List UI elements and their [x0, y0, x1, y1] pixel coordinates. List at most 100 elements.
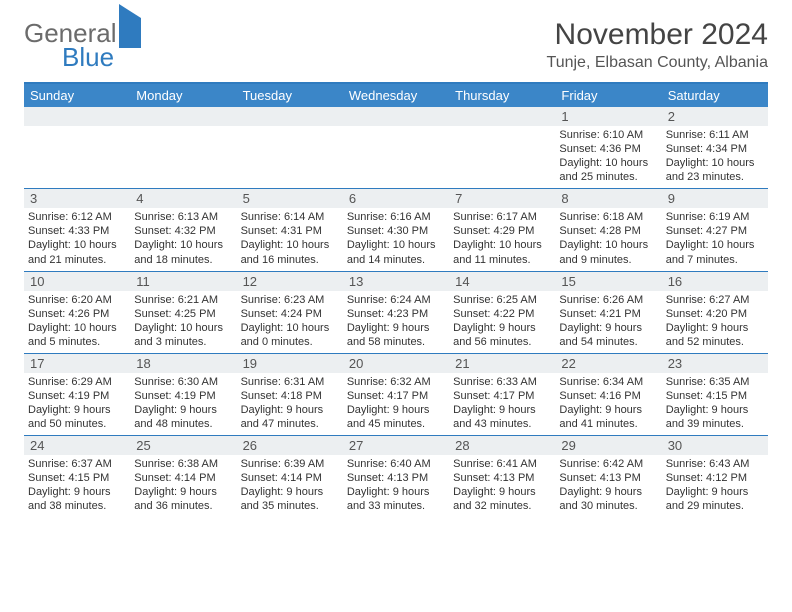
- day-number: 19: [237, 354, 343, 373]
- daylight-text: Daylight: 9 hours and 45 minutes.: [347, 403, 445, 431]
- sunrise-text: Sunrise: 6:13 AM: [134, 210, 232, 224]
- sunrise-text: Sunrise: 6:43 AM: [666, 457, 764, 471]
- daylight-text: Daylight: 10 hours and 16 minutes.: [241, 238, 339, 266]
- daylight-text: Daylight: 9 hours and 50 minutes.: [28, 403, 126, 431]
- day-cell: Sunrise: 6:38 AMSunset: 4:14 PMDaylight:…: [130, 455, 236, 517]
- day-cell: Sunrise: 6:26 AMSunset: 4:21 PMDaylight:…: [555, 291, 661, 353]
- sunset-text: Sunset: 4:28 PM: [559, 224, 657, 238]
- day-number: 11: [130, 272, 236, 291]
- day-cell: Sunrise: 6:17 AMSunset: 4:29 PMDaylight:…: [449, 208, 555, 270]
- weekday-label: Sunday: [24, 84, 130, 107]
- week-body-row: Sunrise: 6:29 AMSunset: 4:19 PMDaylight:…: [24, 373, 768, 435]
- weekday-label: Saturday: [662, 84, 768, 107]
- day-cell: Sunrise: 6:23 AMSunset: 4:24 PMDaylight:…: [237, 291, 343, 353]
- daylight-text: Daylight: 9 hours and 47 minutes.: [241, 403, 339, 431]
- sunrise-text: Sunrise: 6:35 AM: [666, 375, 764, 389]
- day-cell: Sunrise: 6:43 AMSunset: 4:12 PMDaylight:…: [662, 455, 768, 517]
- daylight-text: Daylight: 10 hours and 18 minutes.: [134, 238, 232, 266]
- day-number: 6: [343, 189, 449, 208]
- day-number: 10: [24, 272, 130, 291]
- sunset-text: Sunset: 4:21 PM: [559, 307, 657, 321]
- weekday-header: Sunday Monday Tuesday Wednesday Thursday…: [24, 84, 768, 107]
- sunrise-text: Sunrise: 6:24 AM: [347, 293, 445, 307]
- day-cell: Sunrise: 6:18 AMSunset: 4:28 PMDaylight:…: [555, 208, 661, 270]
- day-number: 24: [24, 436, 130, 455]
- sunrise-text: Sunrise: 6:41 AM: [453, 457, 551, 471]
- daylight-text: Daylight: 10 hours and 3 minutes.: [134, 321, 232, 349]
- day-cell: Sunrise: 6:11 AMSunset: 4:34 PMDaylight:…: [662, 126, 768, 188]
- day-cell: Sunrise: 6:16 AMSunset: 4:30 PMDaylight:…: [343, 208, 449, 270]
- day-number: 15: [555, 272, 661, 291]
- daylight-text: Daylight: 9 hours and 58 minutes.: [347, 321, 445, 349]
- day-cell: Sunrise: 6:13 AMSunset: 4:32 PMDaylight:…: [130, 208, 236, 270]
- sunset-text: Sunset: 4:13 PM: [347, 471, 445, 485]
- daylight-text: Daylight: 9 hours and 41 minutes.: [559, 403, 657, 431]
- sunset-text: Sunset: 4:16 PM: [559, 389, 657, 403]
- sunrise-text: Sunrise: 6:37 AM: [28, 457, 126, 471]
- daylight-text: Daylight: 9 hours and 29 minutes.: [666, 485, 764, 513]
- sunset-text: Sunset: 4:26 PM: [28, 307, 126, 321]
- sunset-text: Sunset: 4:32 PM: [134, 224, 232, 238]
- sunset-text: Sunset: 4:19 PM: [28, 389, 126, 403]
- sunrise-text: Sunrise: 6:10 AM: [559, 128, 657, 142]
- daylight-text: Daylight: 10 hours and 23 minutes.: [666, 156, 764, 184]
- sunrise-text: Sunrise: 6:40 AM: [347, 457, 445, 471]
- daynum-row: 10111213141516: [24, 271, 768, 291]
- week-body-row: Sunrise: 6:12 AMSunset: 4:33 PMDaylight:…: [24, 208, 768, 270]
- logo-text: General Blue: [24, 20, 141, 70]
- day-cell: Sunrise: 6:34 AMSunset: 4:16 PMDaylight:…: [555, 373, 661, 435]
- week-body-row: Sunrise: 6:37 AMSunset: 4:15 PM Daylight:…: [24, 455, 768, 517]
- sunset-text: Sunset: 4:17 PM: [453, 389, 551, 403]
- daylight-text: Daylight: 9 hours and 30 minutes.: [559, 485, 657, 513]
- day-number: 29: [555, 436, 661, 455]
- daylight-text: Daylight: 9 hours and 32 minutes.: [453, 485, 551, 513]
- sunrise-text: Sunrise: 6:27 AM: [666, 293, 764, 307]
- header: General Blue November 2024 Tunje, Elbasa…: [24, 18, 768, 72]
- sunrise-text: Sunrise: 6:19 AM: [666, 210, 764, 224]
- daylight-text: Daylight: 9 hours and 52 minutes.: [666, 321, 764, 349]
- day-cell: Sunrise: 6:21 AMSunset: 4:25 PMDaylight:…: [130, 291, 236, 353]
- day-cell: Sunrise: 6:32 AMSunset: 4:17 PMDaylight:…: [343, 373, 449, 435]
- weeks-container: 12Sunrise: 6:10 AMSunset: 4:36 PMDayligh…: [24, 107, 768, 518]
- sunset-text: Sunset: 4:17 PM: [347, 389, 445, 403]
- sunrise-text: Sunrise: 6:20 AM: [28, 293, 126, 307]
- day-cell: Sunrise: 6:31 AMSunset: 4:18 PMDaylight:…: [237, 373, 343, 435]
- weekday-label: Monday: [130, 84, 236, 107]
- day-number: 9: [662, 189, 768, 208]
- daylight-text: Daylight: 10 hours and 9 minutes.: [559, 238, 657, 266]
- sunset-text: Sunset: 4:15 PM: [28, 471, 126, 485]
- daynum-row: 3456789: [24, 188, 768, 208]
- daylight-text: Daylight: 10 hours and 14 minutes.: [347, 238, 445, 266]
- sunset-text: Sunset: 4:24 PM: [241, 307, 339, 321]
- sunrise-text: Sunrise: 6:33 AM: [453, 375, 551, 389]
- sunset-text: Sunset: 4:18 PM: [241, 389, 339, 403]
- day-cell: Sunrise: 6:25 AMSunset: 4:22 PMDaylight:…: [449, 291, 555, 353]
- day-cell: Sunrise: 6:33 AMSunset: 4:17 PMDaylight:…: [449, 373, 555, 435]
- day-cell: Sunrise: 6:30 AMSunset: 4:19 PMDaylight:…: [130, 373, 236, 435]
- sunset-text: Sunset: 4:19 PM: [134, 389, 232, 403]
- day-number: 21: [449, 354, 555, 373]
- day-number: [343, 107, 449, 126]
- daylight-text: Daylight: 10 hours and 7 minutes.: [666, 238, 764, 266]
- week-body-row: Sunrise: 6:10 AMSunset: 4:36 PMDaylight:…: [24, 126, 768, 188]
- sunrise-text: Sunrise: 6:34 AM: [559, 375, 657, 389]
- day-cell: Sunrise: 6:42 AMSunset: 4:13 PMDaylight:…: [555, 455, 661, 517]
- day-cell: Sunrise: 6:12 AMSunset: 4:33 PMDaylight:…: [24, 208, 130, 270]
- day-number: 23: [662, 354, 768, 373]
- day-cell: Sunrise: 6:19 AMSunset: 4:27 PMDaylight:…: [662, 208, 768, 270]
- day-cell: Sunrise: 6:37 AMSunset: 4:15 PMDaylight:…: [24, 455, 130, 517]
- sunset-text: Sunset: 4:15 PM: [666, 389, 764, 403]
- sunrise-text: Sunrise: 6:39 AM: [241, 457, 339, 471]
- sunrise-text: Sunrise: 6:21 AM: [134, 293, 232, 307]
- daylight-text: Daylight: 9 hours and 35 minutes.: [241, 485, 339, 513]
- weekday-label: Friday: [555, 84, 661, 107]
- day-cell: [24, 126, 130, 188]
- sunset-text: Sunset: 4:30 PM: [347, 224, 445, 238]
- day-cell: Sunrise: 6:41 AMSunset: 4:13 PMDaylight:…: [449, 455, 555, 517]
- daylight-text: Daylight: 9 hours and 43 minutes.: [453, 403, 551, 431]
- daynum-row: 24252627282930: [24, 435, 768, 455]
- sunset-text: Sunset: 4:14 PM: [241, 471, 339, 485]
- sunrise-text: Sunrise: 6:30 AM: [134, 375, 232, 389]
- day-number: 30: [662, 436, 768, 455]
- logo-triangle-icon: [119, 4, 141, 48]
